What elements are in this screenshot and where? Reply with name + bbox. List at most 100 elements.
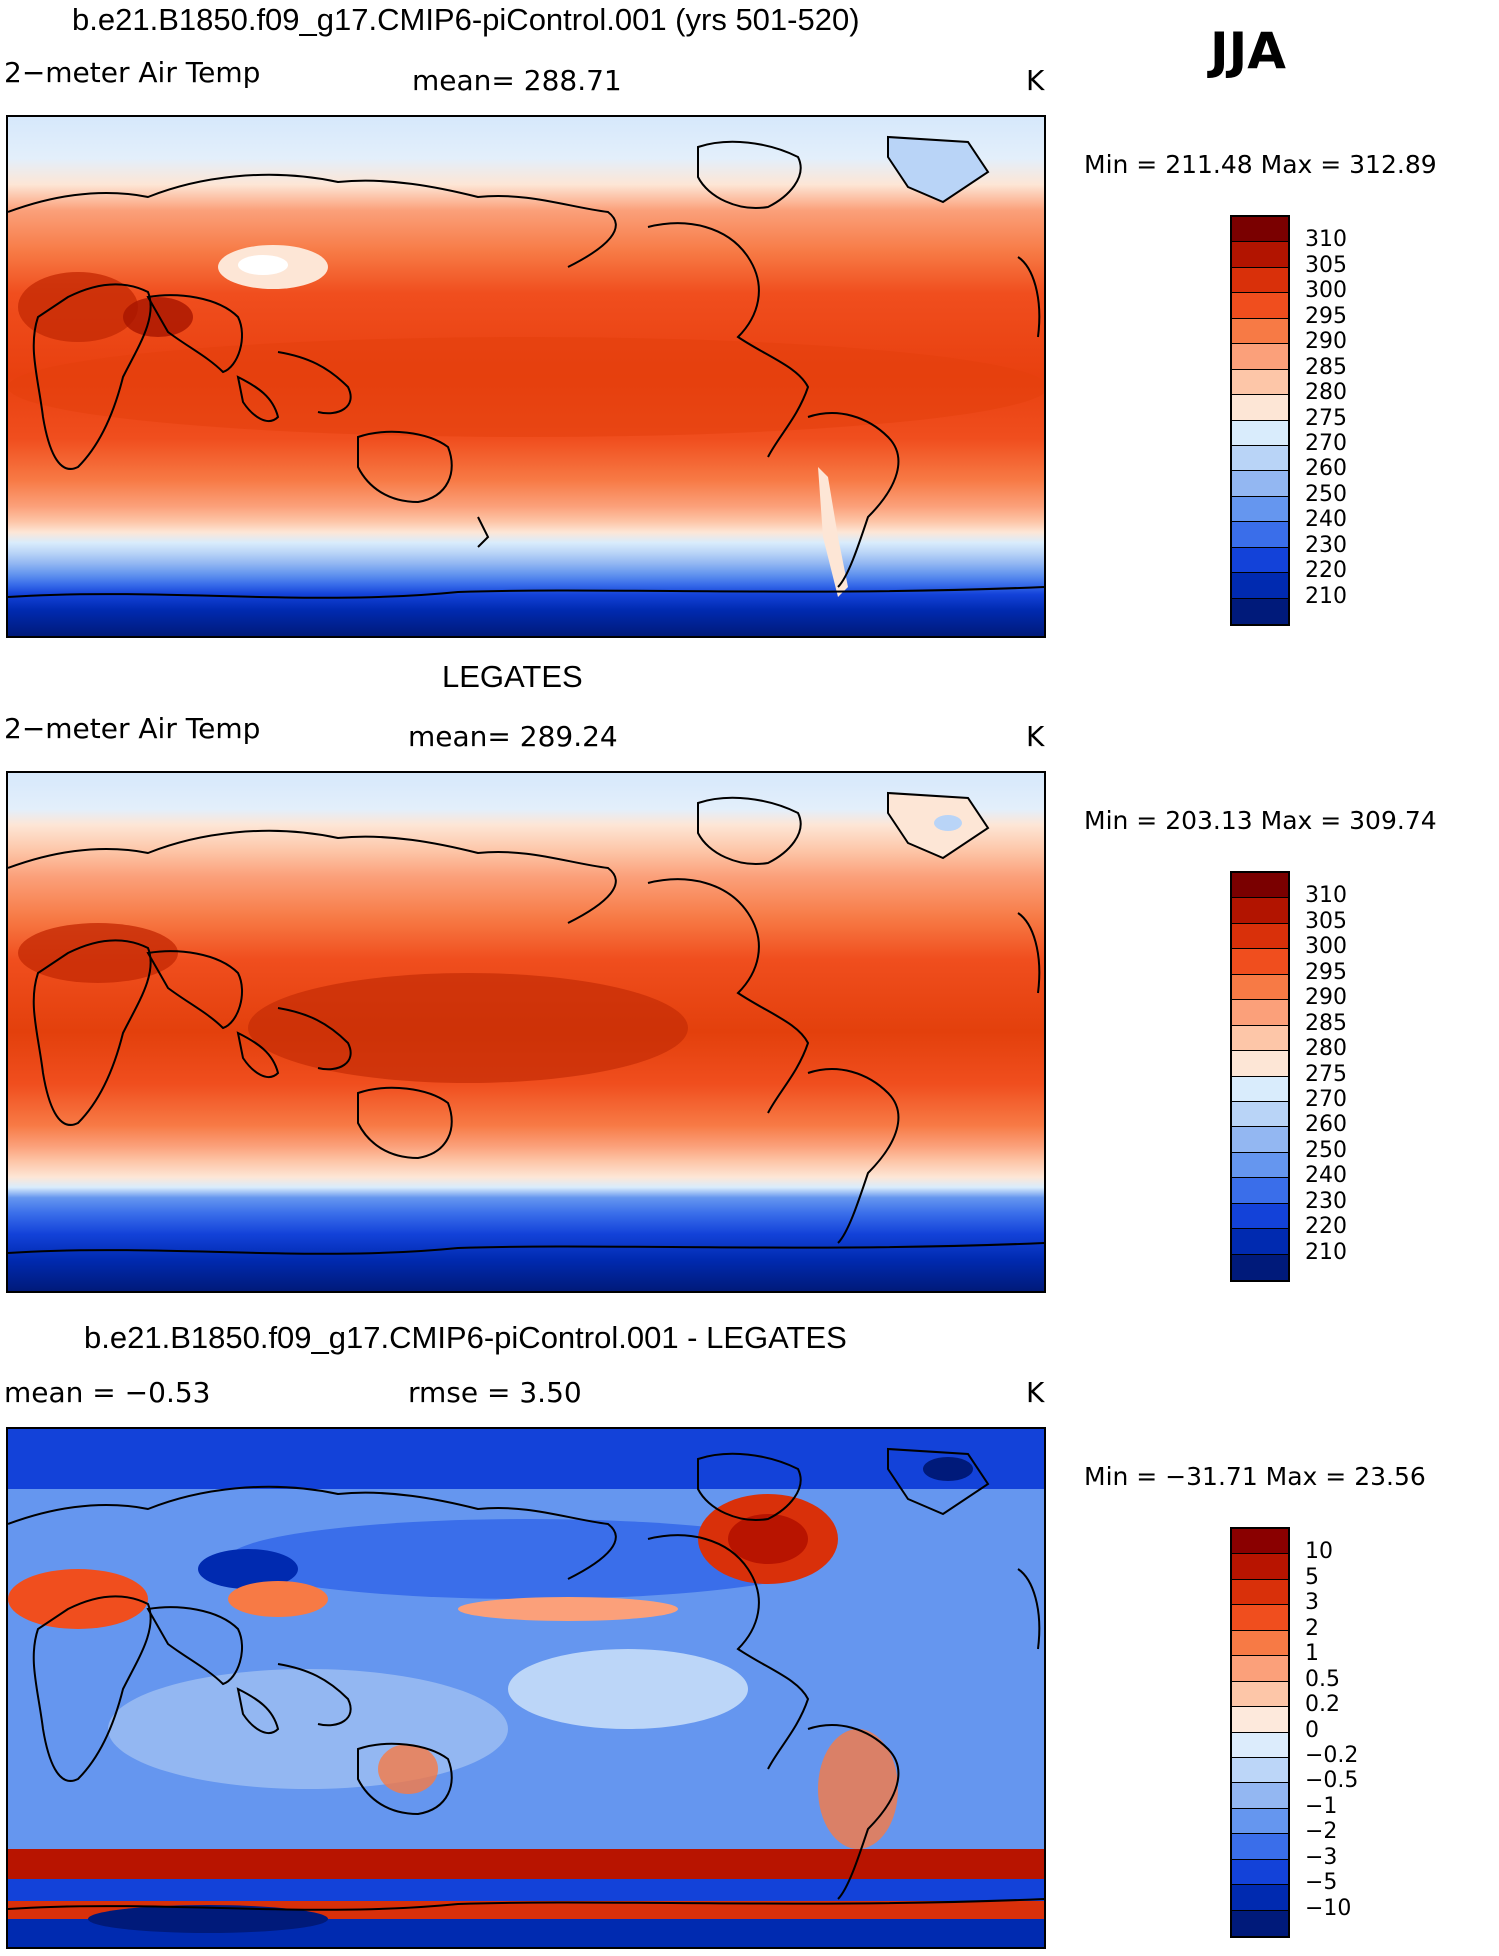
colorbar-tick-label: 260 — [1305, 456, 1347, 482]
colorbar-swatch — [1232, 1127, 1288, 1153]
colorbar-tick-label: 310 — [1305, 883, 1347, 909]
panel-2-mean-label: mean= 289.24 — [408, 720, 618, 753]
panel-1-unit-label: K — [1026, 64, 1045, 97]
colorbar-swatch — [1232, 522, 1288, 548]
colorbar-tick-label: 295 — [1305, 303, 1347, 329]
colorbar-tick-label: 210 — [1305, 1239, 1347, 1265]
colorbar-swatch — [1232, 1808, 1288, 1835]
panel-2-unit-label: K — [1026, 720, 1045, 753]
colorbar-swatch — [1232, 395, 1288, 421]
colorbar-swatch — [1232, 318, 1288, 345]
colorbar-swatch — [1232, 1707, 1288, 1733]
colorbar-swatch — [1232, 242, 1288, 268]
colorbar-tick-label: 260 — [1305, 1112, 1347, 1138]
colorbar-tick-label: 220 — [1305, 1214, 1347, 1240]
colorbar-swatch — [1232, 1025, 1288, 1052]
observed-temperature-map — [8, 773, 1044, 1291]
panel-2-minmax-label: Min = 203.13 Max = 309.74 — [1084, 806, 1437, 835]
colorbar-tick-label: 250 — [1305, 1137, 1347, 1163]
colorbar-swatch — [1232, 369, 1288, 396]
colorbar-tick-label: 270 — [1305, 430, 1347, 456]
colorbar-tick-label: 250 — [1305, 481, 1347, 507]
colorbar-tick-label: 290 — [1305, 329, 1347, 355]
colorbar-tick-label: 210 — [1305, 583, 1347, 609]
colorbar-swatch — [1232, 1757, 1288, 1784]
colorbar-tick-label: −1 — [1305, 1793, 1338, 1819]
colorbar-tick-label: 285 — [1305, 354, 1347, 380]
colorbar-swatch — [1232, 573, 1288, 599]
colorbar-tick-label: 275 — [1305, 1061, 1347, 1087]
colorbar-tick-label: 300 — [1305, 934, 1347, 960]
panel-1-minmax-label: Min = 211.48 Max = 312.89 — [1084, 150, 1437, 179]
colorbar-tick-label: 280 — [1305, 1036, 1347, 1062]
colorbar-swatch — [1232, 1579, 1288, 1606]
colorbar-tick-label: −0.5 — [1305, 1768, 1359, 1794]
colorbar-tick-label: 270 — [1305, 1086, 1347, 1112]
colorbar-swatch — [1232, 1152, 1288, 1179]
colorbar-tick-label: 295 — [1305, 959, 1347, 985]
colorbar-tick-label: 310 — [1305, 227, 1347, 253]
panel-1-title: b.e21.B1850.f09_g17.CMIP6-piControl.001 … — [72, 2, 860, 37]
colorbar-tick-label: 0.5 — [1305, 1666, 1340, 1692]
colorbar-tick-label: −3 — [1305, 1844, 1338, 1870]
model-temperature-map — [8, 117, 1044, 636]
colorbar-swatch — [1232, 923, 1288, 950]
colorbar-swatch — [1232, 293, 1288, 319]
colorbar-tick-label: 0 — [1305, 1717, 1319, 1743]
colorbar-swatch — [1232, 344, 1288, 370]
colorbar-swatch — [1232, 1000, 1288, 1026]
colorbar-tick-label: 240 — [1305, 507, 1347, 533]
panel-1-colorbar — [1230, 215, 1290, 626]
colorbar-swatch — [1232, 974, 1288, 1001]
colorbar-swatch — [1232, 1203, 1288, 1230]
colorbar-tick-label: 305 — [1305, 908, 1347, 934]
colorbar-swatch — [1232, 1630, 1288, 1657]
season-label: JJA — [1210, 22, 1286, 80]
colorbar-tick-label: 230 — [1305, 532, 1347, 558]
colorbar-tick-label: −0.2 — [1305, 1742, 1359, 1768]
colorbar-tick-label: 10 — [1305, 1539, 1333, 1565]
panel-1-mean-label: mean= 288.71 — [412, 64, 622, 97]
colorbar-swatch — [1232, 898, 1288, 924]
colorbar-swatch — [1232, 1885, 1288, 1911]
colorbar-tick-label: 300 — [1305, 278, 1347, 304]
colorbar-tick-label: 290 — [1305, 985, 1347, 1011]
colorbar-tick-label: −5 — [1305, 1870, 1338, 1896]
colorbar-swatch — [1232, 1859, 1288, 1886]
difference-temperature-map — [8, 1429, 1044, 1947]
colorbar-tick-label: 3 — [1305, 1590, 1319, 1616]
colorbar-tick-label: 240 — [1305, 1163, 1347, 1189]
panel-3-minmax-label: Min = −31.71 Max = 23.56 — [1084, 1462, 1426, 1491]
colorbar-swatch — [1232, 496, 1288, 523]
colorbar-swatch — [1232, 873, 1288, 899]
colorbar-tick-label: 220 — [1305, 558, 1347, 584]
colorbar-tick-label: 230 — [1305, 1188, 1347, 1214]
panel-2-variable-label: 2−meter Air Temp — [4, 712, 261, 745]
colorbar-swatch — [1232, 1605, 1288, 1631]
colorbar-tick-label: 280 — [1305, 380, 1347, 406]
colorbar-swatch — [1232, 1783, 1288, 1809]
panel-3-mean-label: mean = −0.53 — [4, 1376, 211, 1409]
panel-2-title: LEGATES — [442, 659, 583, 694]
panel-3-colorbar — [1230, 1527, 1290, 1938]
colorbar-tick-label: −10 — [1305, 1895, 1352, 1921]
panel-3-unit-label: K — [1026, 1376, 1045, 1409]
colorbar-swatch — [1232, 1076, 1288, 1102]
colorbar-swatch — [1232, 445, 1288, 472]
colorbar-swatch — [1232, 1529, 1288, 1555]
colorbar-swatch — [1232, 1681, 1288, 1708]
colorbar-swatch — [1232, 1051, 1288, 1077]
colorbar-tick-label: 2 — [1305, 1615, 1319, 1641]
colorbar-swatch — [1232, 267, 1288, 294]
colorbar-tick-label: 5 — [1305, 1564, 1319, 1590]
colorbar-swatch — [1232, 1554, 1288, 1580]
panel-2-colorbar — [1230, 871, 1290, 1282]
colorbar-swatch — [1232, 1732, 1288, 1758]
map-panel-model — [6, 115, 1046, 638]
colorbar-swatch — [1232, 1101, 1288, 1128]
map-panel-observations — [6, 771, 1046, 1293]
colorbar-swatch — [1232, 217, 1288, 243]
colorbar-tick-label: 275 — [1305, 405, 1347, 431]
colorbar-swatch — [1232, 420, 1288, 446]
map-panel-difference — [6, 1427, 1046, 1949]
